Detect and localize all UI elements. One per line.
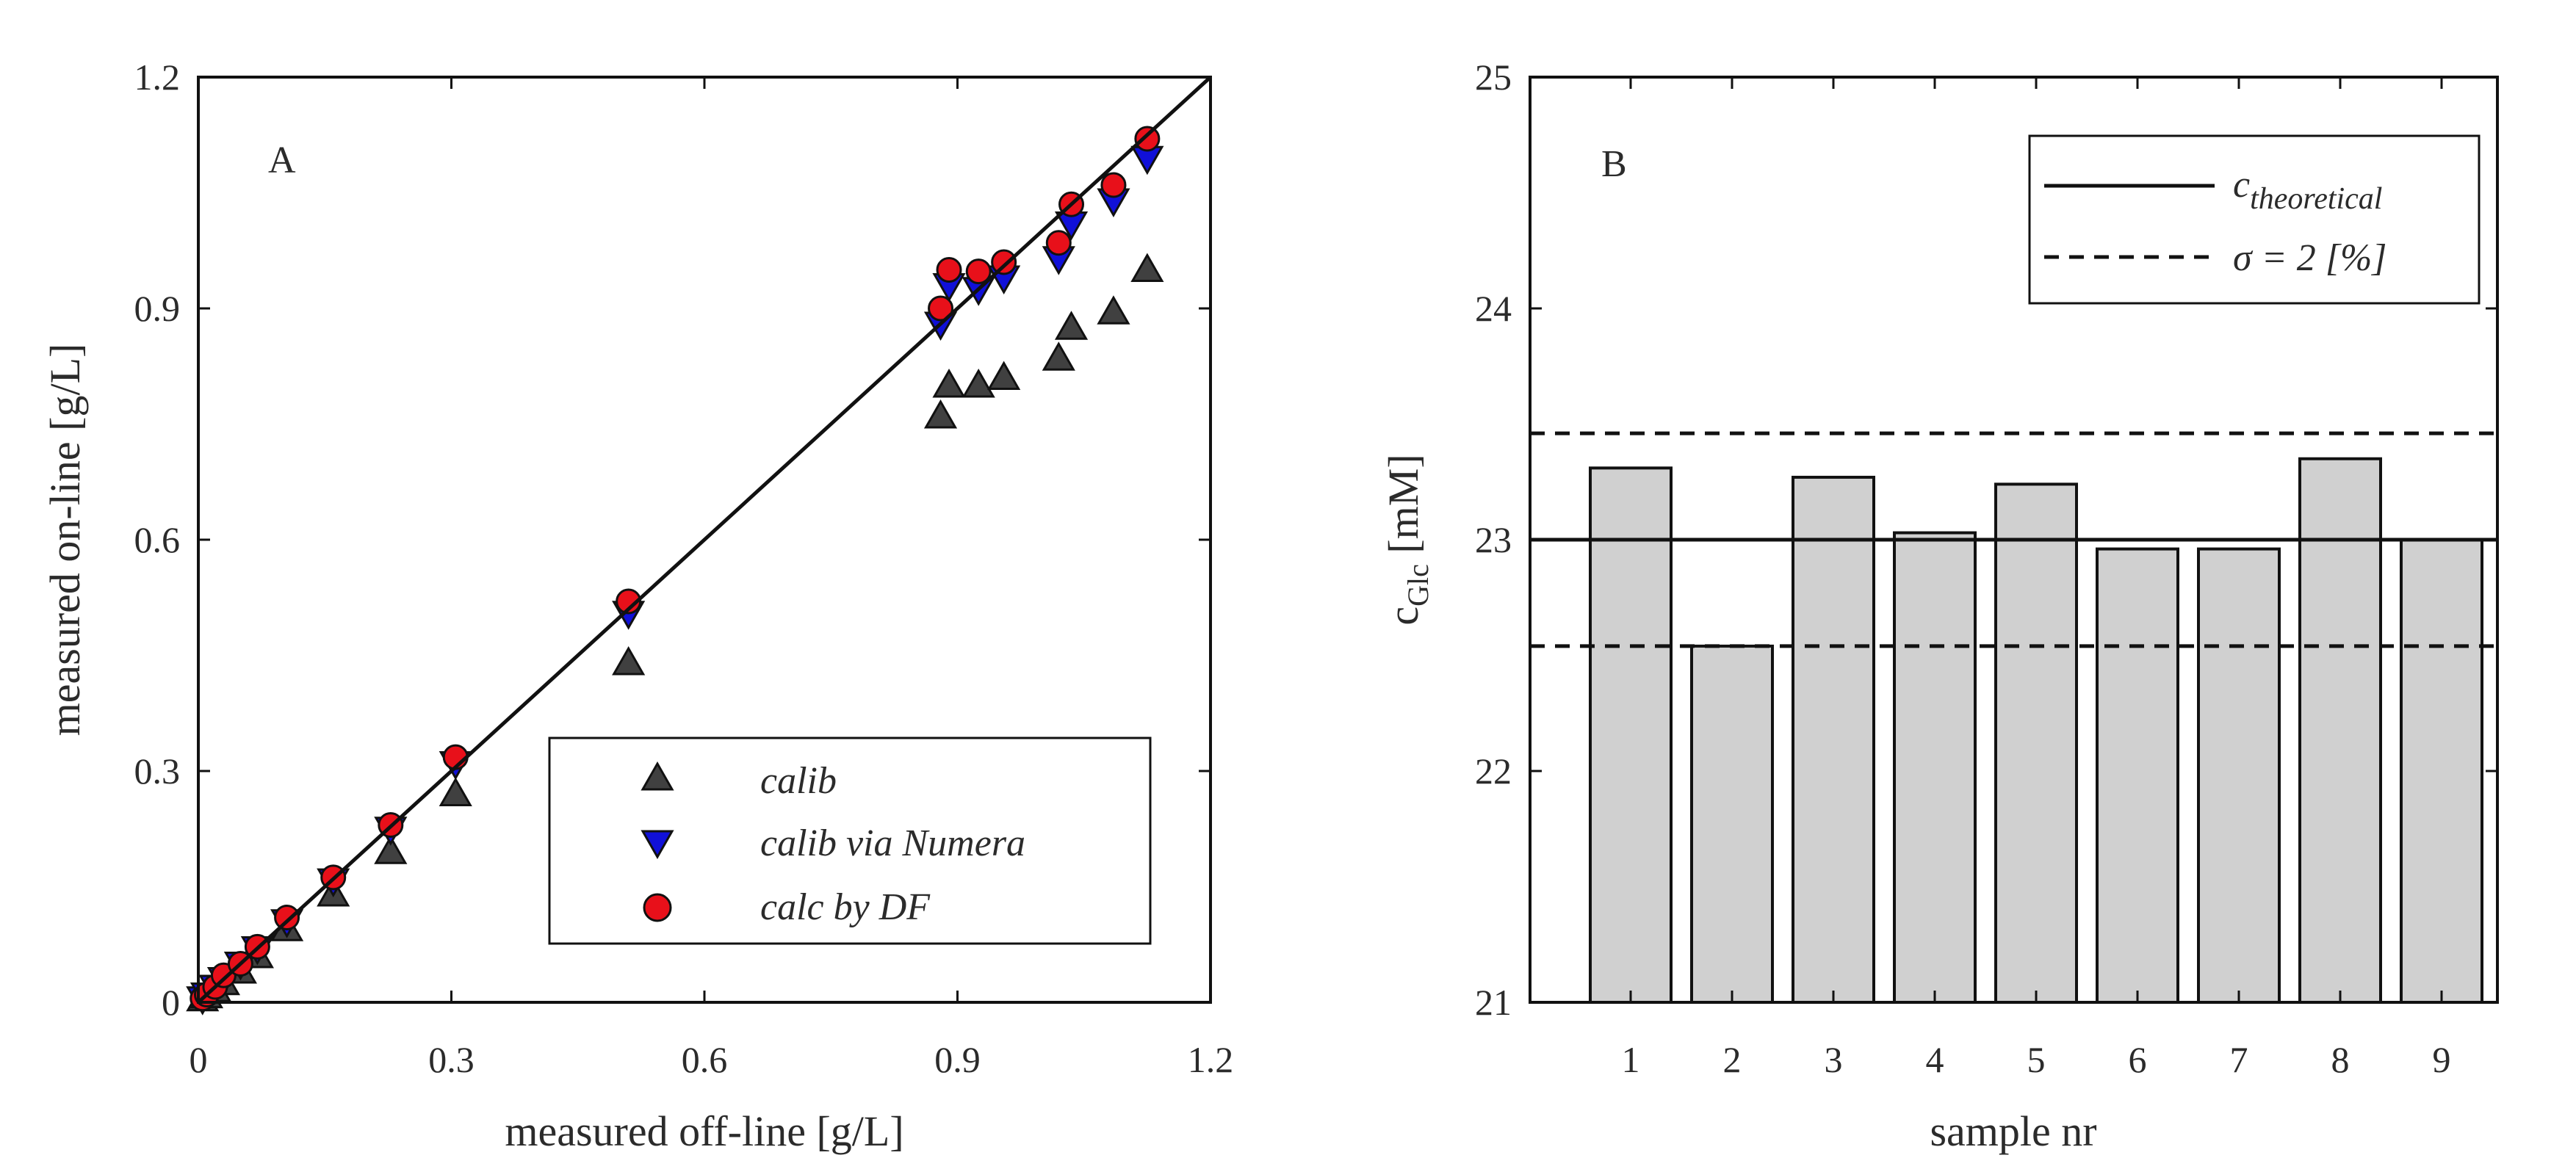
panel-b-ytick-label: 25 <box>1475 57 1512 98</box>
panel-b-bar <box>1893 531 1977 1004</box>
panel-a-x-axis-label: measured off-line [g/L] <box>505 1107 903 1155</box>
panel-a-circle-marker <box>928 295 954 322</box>
panel-a-circle-marker <box>274 905 300 930</box>
panel-b-category-label: 6 <box>2129 1039 2147 1080</box>
panel-b-y-axis-label-sub: Glc <box>1401 564 1435 607</box>
panel-b-legend-box <box>2028 134 2481 305</box>
panel-a-legend: calib calib via Numera calc by DF <box>548 736 1152 945</box>
panel-b-ytick-label: 23 <box>1475 519 1512 560</box>
panel-a: 0 0.3 0.6 0.9 1.2 0 0.3 0.6 0.9 1.2 meas… <box>41 57 1233 1155</box>
panel-a-triangle-up-marker <box>439 777 472 806</box>
panel-b: 21 22 23 24 25 1 2 3 4 5 6 7 8 9 sample … <box>1379 57 2499 1155</box>
panel-a-xtick-label: 0.3 <box>428 1039 475 1080</box>
panel-a-circle-marker <box>1134 126 1161 152</box>
panel-b-category-label: 3 <box>1825 1039 1843 1080</box>
panel-b-category-label: 2 <box>1723 1039 1742 1080</box>
panel-a-circle-marker <box>991 249 1017 275</box>
panel-a-ticks <box>197 76 1212 1004</box>
panel-b-category-label: 9 <box>2433 1039 2451 1080</box>
panel-a-y-axis-label: measured on-line [g/L] <box>41 344 89 736</box>
panel-a-circle-marker <box>1045 230 1072 256</box>
panel-b-label: B <box>1601 143 1627 185</box>
panel-b-category-label: 8 <box>2331 1039 2350 1080</box>
panel-b-category-label: 1 <box>1622 1039 1640 1080</box>
panel-a-identity-line <box>197 76 1212 1004</box>
legend-theoretical-main: c <box>2233 164 2250 206</box>
panel-b-bar <box>2400 538 2483 1004</box>
legend-calc-df-circle-marker <box>643 893 672 922</box>
panel-b-ticks <box>1530 76 2497 1004</box>
panel-a-ytick-label: 0.9 <box>134 288 181 329</box>
panel-b-bars <box>1589 457 2483 1005</box>
panel-b-category-label: 4 <box>1926 1039 1944 1080</box>
panel-a-triangle-up-marker <box>1054 311 1089 340</box>
legend-theoretical-label: ctheoretical <box>2233 164 2382 216</box>
panel-a-ytick-label: 0.6 <box>134 519 181 560</box>
panel-a-ytick-label: 1.2 <box>134 57 181 98</box>
panel-b-category-label: 7 <box>2230 1039 2248 1080</box>
panel-a-ytick-label: 0 <box>162 982 180 1023</box>
panel-b-ytick-label: 22 <box>1475 750 1512 792</box>
legend-calib-label: calib <box>760 760 837 802</box>
panel-a-label: A <box>268 140 296 181</box>
panel-b-reference-lines <box>1530 431 2497 648</box>
panel-b-bar <box>1690 644 1774 1005</box>
panel-a-triangle-up-marker <box>1042 341 1075 371</box>
panel-b-y-axis-label: cGlc [mM] <box>1379 454 1435 625</box>
panel-a-xtick-label: 1.2 <box>1188 1039 1234 1080</box>
panel-b-bar <box>1589 466 1673 1004</box>
panel-a-triangle-up-marker <box>932 368 966 398</box>
panel-b-bar <box>1994 482 2078 1004</box>
panel-a-triangle-up-marker <box>923 399 958 429</box>
panel-b-y-axis-label-unit: [mM] <box>1379 454 1427 564</box>
panel-a-xtick-label: 0 <box>190 1039 208 1080</box>
panel-a-circle-marker <box>616 588 642 615</box>
legend-calib-numera-label: calib via Numera <box>760 822 1025 864</box>
panel-a-triangle-up-marker <box>612 645 646 676</box>
panel-a-circle-marker <box>1100 172 1127 198</box>
panel-b-bar <box>2298 457 2382 1004</box>
panel-a-circle-marker <box>965 258 992 285</box>
panel-a-xtick-label: 0.6 <box>682 1039 728 1080</box>
legend-theoretical-sub: theoretical <box>2250 182 2382 216</box>
panel-a-triangle-up-marker <box>1097 295 1130 325</box>
legend-calib-triangle-up-marker <box>641 761 674 791</box>
panel-a-triangle-up-marker <box>987 361 1021 390</box>
panel-b-ytick-label: 24 <box>1475 288 1512 329</box>
panel-a-xtick-label: 0.9 <box>934 1039 981 1080</box>
panel-a-triangle-up-marker <box>374 835 408 864</box>
legend-calc-df-label: calc by DF <box>760 886 931 928</box>
panel-b-x-axis-label: sample nr <box>1930 1107 2096 1155</box>
panel-b-category-label: 5 <box>2027 1039 2046 1080</box>
panel-b-legend: ctheoretical σ = 2 [%] <box>2028 134 2481 305</box>
panel-a-triangle-up-marker <box>962 368 995 398</box>
legend-sigma-label: σ = 2 [%] <box>2233 237 2387 279</box>
panel-a-triangle-up-marker <box>1130 253 1164 282</box>
panel-a-circle-marker <box>936 257 962 283</box>
panel-b-bar <box>1792 475 1875 1004</box>
panel-b-y-axis-label-main: c <box>1379 607 1427 626</box>
panel-b-bar <box>2096 547 2179 1004</box>
panel-a-ytick-label: 0.3 <box>134 750 181 792</box>
legend-calib-numera-triangle-down-marker <box>641 830 674 860</box>
panel-b-bar <box>2197 547 2281 1004</box>
panel-b-ytick-label: 21 <box>1475 982 1512 1023</box>
